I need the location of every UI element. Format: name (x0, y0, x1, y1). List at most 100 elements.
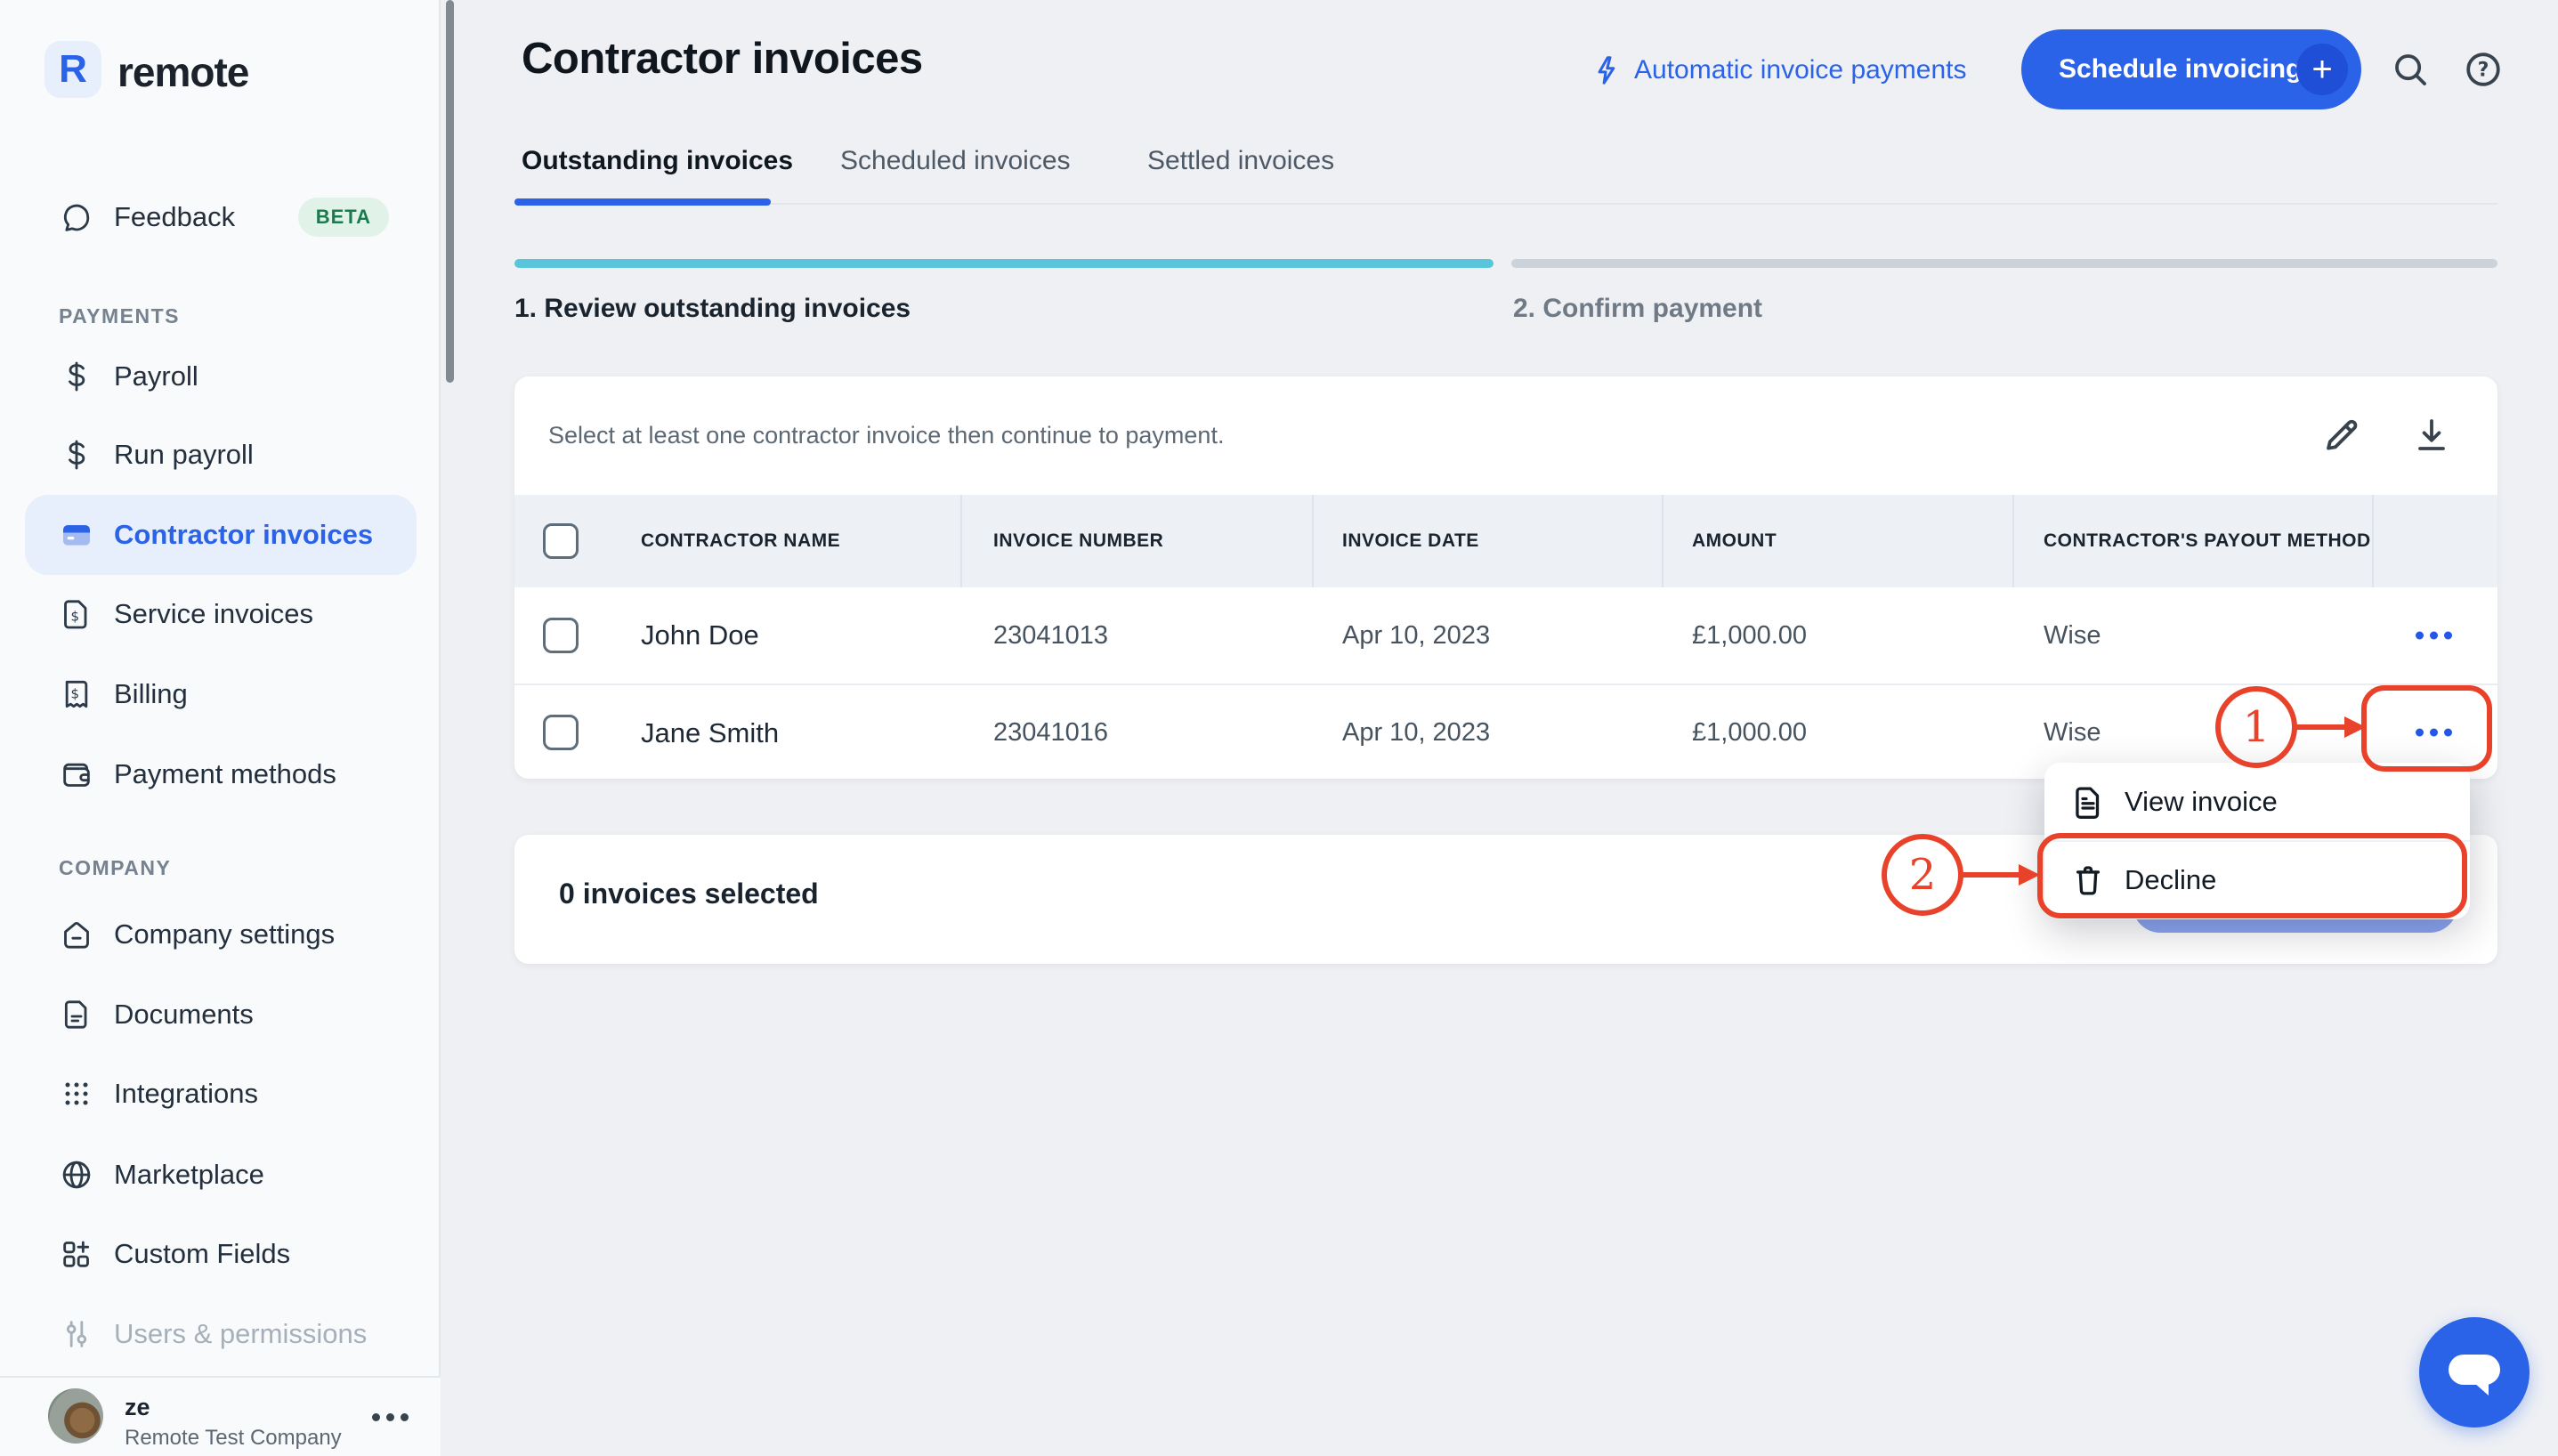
chat-bubble-icon (59, 199, 94, 235)
search-icon (2395, 54, 2426, 85)
edit-button[interactable] (2319, 414, 2362, 457)
search-button[interactable] (2389, 48, 2432, 91)
cell-invoice-date: Apr 10, 2023 (1342, 621, 1491, 650)
step1-progress-bar (514, 259, 1494, 268)
svg-text:$: $ (71, 608, 80, 624)
sidebar-item-integrations[interactable]: Integrations (0, 1067, 441, 1120)
step2-progress-bar (1511, 259, 2497, 268)
svg-text:$: $ (71, 686, 80, 702)
cell-invoice-number: 23041013 (993, 621, 1109, 650)
bolt-icon (1590, 50, 1623, 91)
menu-item-label: View invoice (2125, 785, 2278, 817)
trash-icon (2069, 861, 2107, 899)
row-actions-button[interactable] (2401, 728, 2465, 736)
select-all-checkbox[interactable] (543, 523, 579, 559)
cell-payout-method: Wise (2044, 718, 2101, 747)
step1-label: 1. Review outstanding invoices (514, 294, 911, 323)
sidebar-item-run-payroll[interactable]: Run payroll (0, 428, 441, 481)
sidebar-item-label: Integrations (114, 1078, 258, 1109)
chat-launcher-button[interactable] (2419, 1317, 2530, 1428)
annotation-box-actions (2361, 685, 2492, 772)
sidebar-item-documents[interactable]: Documents (0, 988, 441, 1041)
tab-outstanding-invoices[interactable]: Outstanding invoices (522, 146, 794, 175)
sidebar-item-billing[interactable]: $ Billing (0, 667, 441, 721)
download-icon (2418, 419, 2445, 450)
tab-scheduled-invoices[interactable]: Scheduled invoices (840, 146, 1071, 175)
plus-icon[interactable]: + (2296, 44, 2348, 95)
selection-count-text: 0 invoices selected (559, 878, 819, 910)
page-title: Contractor invoices (522, 35, 923, 83)
row-checkbox[interactable] (543, 618, 579, 653)
globe-icon (59, 1157, 94, 1193)
sidebar-item-label: Service invoices (114, 598, 313, 629)
sidebar-item-label: Documents (114, 999, 254, 1030)
sidebar-item-marketplace[interactable]: Marketplace (0, 1148, 441, 1201)
invoices-table-card: Select at least one contractor invoice t… (514, 376, 2497, 779)
beta-badge: BETA (297, 198, 389, 237)
brand-name: remote (117, 49, 249, 95)
annotation-arrow-1 (2292, 716, 2366, 738)
column-contractor-name[interactable]: CONTRACTOR NAME (641, 530, 841, 551)
schedule-invoicing-label: Schedule invoicing (2059, 54, 2303, 84)
dollar-icon (59, 437, 94, 473)
row-actions-button[interactable] (2401, 631, 2465, 640)
sidebar: R remote Feedback BETA PAYMENTS Payroll … (0, 0, 441, 1456)
annotation-box-decline (2037, 833, 2467, 918)
sidebar-item-users-permissions[interactable]: Users & permissions (0, 1307, 441, 1361)
menu-item-decline[interactable]: Decline (2044, 840, 2470, 918)
table-header-row: CONTRACTOR NAME INVOICE NUMBER INVOICE D… (514, 495, 2497, 587)
home-icon (59, 917, 94, 952)
section-label-payments: PAYMENTS (59, 304, 180, 328)
row-context-menu: View invoice Decline (2044, 763, 2470, 919)
menu-item-label: Decline (2125, 863, 2217, 895)
user-company: Remote Test Company (125, 1426, 342, 1450)
column-amount[interactable]: AMOUNT (1692, 530, 1777, 551)
sliders-icon (59, 1316, 94, 1352)
step2-label: 2. Confirm payment (1513, 294, 1763, 323)
table-row[interactable]: Jane Smith 23041016 Apr 10, 2023 £1,000.… (514, 684, 2497, 779)
row-checkbox[interactable] (543, 714, 579, 750)
cell-payout-method: Wise (2044, 621, 2101, 650)
download-button[interactable] (2410, 414, 2453, 457)
sidebar-item-service-invoices[interactable]: $ Service invoices (0, 587, 441, 641)
receipt-icon: $ (59, 676, 94, 712)
remote-logo-icon[interactable]: R (45, 41, 101, 98)
automatic-invoice-payments-link[interactable]: Automatic invoice payments (1634, 55, 1967, 85)
active-tab-underline (514, 198, 771, 206)
cell-amount: £1,000.00 (1692, 621, 1808, 650)
schedule-invoicing-button[interactable]: Schedule invoicing + (2021, 29, 2361, 109)
sidebar-item-label: Run payroll (114, 439, 254, 470)
help-button[interactable]: ? (2462, 48, 2505, 91)
active-item-highlight (25, 495, 417, 575)
grid-dots-icon (59, 1076, 94, 1112)
sidebar-item-label: Custom Fields (114, 1238, 291, 1269)
cell-invoice-number: 23041016 (993, 718, 1109, 747)
sidebar-scrollbar[interactable] (446, 0, 454, 383)
logo-letter: R (59, 47, 87, 91)
user-avatar[interactable] (48, 1388, 103, 1444)
sidebar-item-company-settings[interactable]: Company settings (0, 908, 441, 961)
annotation-arrow-2 (1959, 864, 2040, 886)
sidebar-item-feedback[interactable]: Feedback BETA (0, 190, 441, 244)
column-invoice-date[interactable]: INVOICE DATE (1342, 530, 1479, 551)
sidebar-item-payroll[interactable]: Payroll (0, 350, 441, 403)
tab-settled-invoices[interactable]: Settled invoices (1147, 146, 1335, 175)
annotation-circle-2: 2 (1882, 834, 1963, 916)
cell-amount: £1,000.00 (1692, 718, 1808, 747)
sidebar-item-payment-methods[interactable]: Payment methods (0, 748, 441, 801)
menu-item-view-invoice[interactable]: View invoice (2044, 763, 2470, 840)
column-payout-method[interactable]: CONTRACTOR'S PAYOUT METHOD (2044, 530, 2371, 551)
user-menu-button[interactable] (372, 1413, 409, 1421)
column-invoice-number[interactable]: INVOICE NUMBER (993, 530, 1164, 551)
sidebar-item-label: Feedback (114, 201, 236, 232)
user-profile-bar: ze Remote Test Company (0, 1376, 441, 1456)
sidebar-item-label: Contractor invoices (114, 519, 374, 550)
svg-text:?: ? (2478, 59, 2489, 81)
sidebar-item-custom-fields[interactable]: Custom Fields (0, 1227, 441, 1281)
annotation-circle-1: 1 (2215, 686, 2297, 768)
table-row[interactable]: John Doe 23041013 Apr 10, 2023 £1,000.00… (514, 587, 2497, 684)
sidebar-item-contractor-invoices[interactable]: Contractor invoices (0, 508, 441, 562)
sidebar-item-label: Users & permissions (114, 1318, 368, 1349)
section-label-company: COMPANY (59, 856, 172, 879)
